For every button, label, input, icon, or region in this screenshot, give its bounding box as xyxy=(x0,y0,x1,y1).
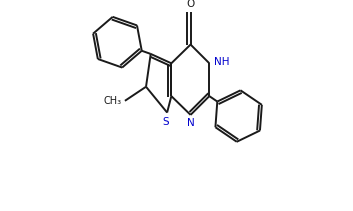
Text: NH: NH xyxy=(215,57,230,67)
Text: S: S xyxy=(163,117,169,127)
Text: N: N xyxy=(187,118,195,128)
Text: O: O xyxy=(186,0,195,9)
Text: CH₃: CH₃ xyxy=(104,96,122,106)
